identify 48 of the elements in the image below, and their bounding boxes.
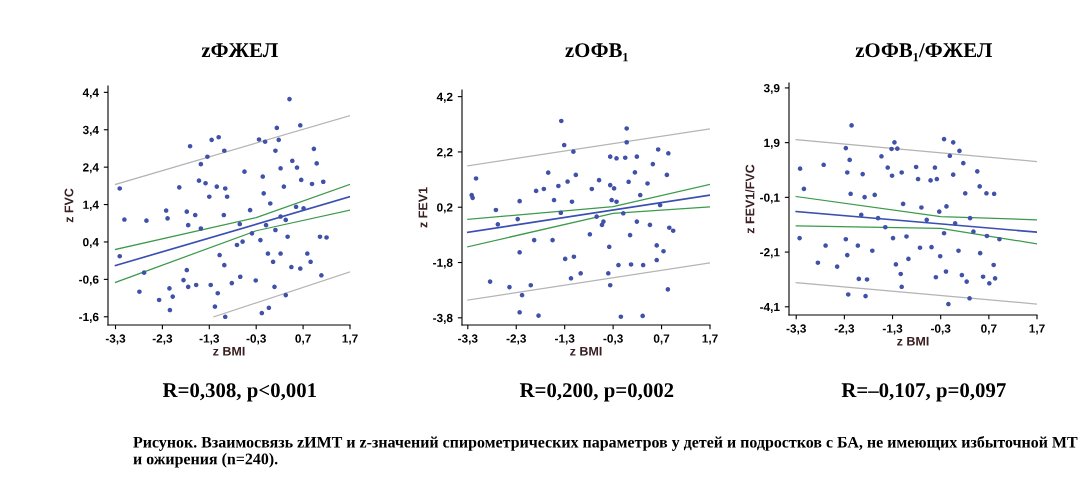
x-tick-label: -1,3 xyxy=(882,324,903,335)
x-tick-label: -0,3 xyxy=(930,324,951,335)
y-tick-label: 4,4 xyxy=(82,88,99,99)
x-tick-label: -1,3 xyxy=(199,334,220,345)
x-axis-title: z BMI xyxy=(570,346,602,356)
y-tick-label: 2,4 xyxy=(82,163,99,174)
x-tick-label: -2,3 xyxy=(152,334,173,345)
y-axis-title: z FEV1 xyxy=(418,187,428,228)
x-tick-label: -0,3 xyxy=(246,334,266,345)
text: R=0,200, p=0,002 xyxy=(519,383,674,402)
chart-title: zФЖЕЛ xyxy=(201,43,278,58)
y-tick-label: -0,1 xyxy=(760,193,780,204)
x-tick-label: -2,3 xyxy=(506,334,526,345)
x-tick-label: 1,7 xyxy=(342,334,358,345)
y-tick-label: -1,8 xyxy=(433,258,453,269)
x-tick-label: -3,3 xyxy=(105,334,126,345)
y-tick-label: 3,9 xyxy=(763,83,780,95)
y-tick-label: -0,6 xyxy=(79,275,99,286)
y-tick-label: 4,2 xyxy=(436,92,453,103)
x-tick-label: -1,3 xyxy=(554,334,575,345)
y-axis-title: z FVC xyxy=(64,188,74,223)
x-tick-label: -3,3 xyxy=(786,324,806,335)
y-tick-label: -4,1 xyxy=(760,302,780,313)
x-tick-label: 1,7 xyxy=(1029,324,1045,335)
x-tick-label: -0,3 xyxy=(603,334,623,345)
chart-title: zОФВ₁ xyxy=(565,43,628,62)
x-tick-label: 0,7 xyxy=(981,324,997,335)
text: Рисунок. Взаимосвязь zИМТ и z-значений спирометрических параметров у детей и подростков с БА, не имеющих избыточной МТ и ожирения (n=240). xyxy=(133,436,1078,468)
y-tick-label: -2,1 xyxy=(760,248,780,259)
chart-title: zОФВ₁/ФЖЕЛ xyxy=(855,43,993,62)
y-tick-label: 1,9 xyxy=(764,138,780,149)
y-tick-label: 0,2 xyxy=(437,203,453,214)
y-axis-title: z FEV1/FVC xyxy=(745,164,755,234)
y-tick-label: 2,2 xyxy=(436,147,453,159)
y-tick-label: 1,4 xyxy=(83,200,99,211)
x-tick-label: 0,7 xyxy=(295,334,311,345)
x-tick-label: 0,7 xyxy=(653,334,670,345)
text: R=–0,107, p=0,097 xyxy=(841,383,1006,402)
x-tick-label: 1,7 xyxy=(702,334,718,345)
x-axis-title: z BMI xyxy=(897,336,929,346)
x-tick-label: -3,3 xyxy=(458,334,478,345)
x-tick-label: -2,3 xyxy=(834,324,855,335)
y-tick-label: -3,8 xyxy=(433,313,453,324)
text: R=0,308, p<0,001 xyxy=(162,383,316,402)
y-tick-label: -1,6 xyxy=(79,312,99,323)
y-tick-label: 3,4 xyxy=(82,125,99,136)
x-axis-title: z BMI xyxy=(213,346,245,356)
y-tick-label: 0,4 xyxy=(83,238,99,249)
